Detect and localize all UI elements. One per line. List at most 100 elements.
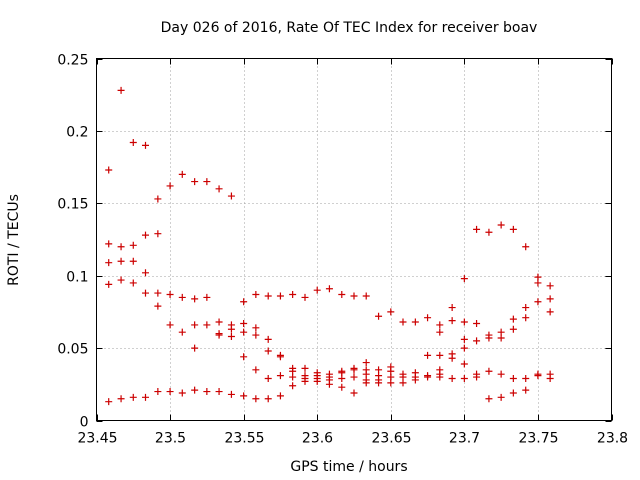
data-point	[105, 398, 113, 406]
data-point	[215, 331, 223, 339]
data-point	[252, 366, 260, 374]
data-point	[191, 386, 199, 394]
data-point	[424, 351, 432, 359]
data-point	[191, 321, 199, 329]
x-tick-label: 23.45	[77, 431, 117, 447]
data-point	[117, 86, 125, 94]
data-point	[399, 318, 407, 326]
data-point	[546, 282, 554, 290]
data-point	[448, 375, 456, 383]
data-point	[166, 182, 174, 190]
data-point	[546, 295, 554, 303]
data-point	[473, 337, 481, 345]
data-point	[178, 328, 186, 336]
data-point	[117, 257, 125, 265]
data-point	[264, 292, 272, 300]
data-point	[534, 372, 542, 380]
data-point	[178, 293, 186, 301]
data-point	[546, 308, 554, 316]
data-point	[203, 321, 211, 329]
data-point	[509, 225, 517, 233]
data-point	[460, 375, 468, 383]
x-tick-label: 23.7	[449, 431, 480, 447]
data-point	[166, 321, 174, 329]
data-point	[375, 312, 383, 320]
data-point	[436, 328, 444, 336]
data-point	[129, 138, 137, 146]
data-point	[473, 225, 481, 233]
data-point	[497, 393, 505, 401]
data-point	[117, 276, 125, 284]
data-point	[436, 351, 444, 359]
data-point	[289, 291, 297, 299]
data-point	[460, 318, 468, 326]
x-tick-label: 23.6	[302, 431, 333, 447]
data-point	[436, 321, 444, 329]
data-point	[325, 380, 333, 388]
data-point	[546, 375, 554, 383]
data-point	[522, 386, 530, 394]
data-point	[387, 379, 395, 387]
data-point	[350, 389, 358, 397]
data-point	[301, 364, 309, 372]
data-point	[460, 275, 468, 283]
data-point	[178, 389, 186, 397]
y-tick-label: 0.2	[66, 125, 88, 141]
data-point	[509, 315, 517, 323]
data-point	[509, 325, 517, 333]
data-point	[240, 392, 248, 400]
data-point	[203, 388, 211, 396]
data-point	[276, 292, 284, 300]
data-point	[264, 335, 272, 343]
data-point	[509, 375, 517, 383]
data-point	[350, 373, 358, 381]
data-point	[166, 291, 174, 299]
data-point	[485, 334, 493, 342]
data-point	[252, 331, 260, 339]
chart-title: Day 026 of 2016, Rate Of TEC Index for r…	[161, 20, 538, 36]
x-tick-label: 23.55	[224, 431, 264, 447]
data-point	[203, 178, 211, 186]
data-point	[522, 375, 530, 383]
data-point	[105, 240, 113, 248]
data-point	[276, 372, 284, 380]
data-point	[375, 379, 383, 387]
data-point	[473, 319, 481, 327]
data-point	[411, 376, 419, 384]
data-point	[240, 353, 248, 361]
data-point	[154, 388, 162, 396]
data-point	[191, 295, 199, 303]
y-axis-label: ROTI / TECUs	[6, 194, 22, 286]
data-point	[460, 360, 468, 368]
plot-frame	[96, 58, 612, 421]
data-point	[276, 392, 284, 400]
data-point	[448, 354, 456, 362]
data-point	[411, 318, 419, 326]
data-point	[497, 370, 505, 378]
y-tick-label: 0.05	[57, 342, 88, 358]
data-point	[522, 304, 530, 312]
data-point	[497, 221, 505, 229]
data-point	[141, 231, 149, 239]
data-point	[203, 293, 211, 301]
grid	[96, 58, 612, 421]
data-point	[240, 328, 248, 336]
data-point	[178, 170, 186, 178]
data-point	[448, 304, 456, 312]
data-point	[473, 373, 481, 381]
data-point	[350, 366, 358, 374]
y-tick-label: 0	[80, 415, 89, 431]
data-point	[436, 373, 444, 381]
data-point	[129, 279, 137, 287]
data-point	[460, 344, 468, 352]
data-point	[338, 291, 346, 299]
data-point	[313, 377, 321, 385]
data-point	[301, 377, 309, 385]
data-point	[460, 335, 468, 343]
data-point	[117, 395, 125, 403]
data-point	[105, 280, 113, 288]
data-point	[154, 302, 162, 310]
data-point	[117, 243, 125, 251]
data-point	[252, 395, 260, 403]
